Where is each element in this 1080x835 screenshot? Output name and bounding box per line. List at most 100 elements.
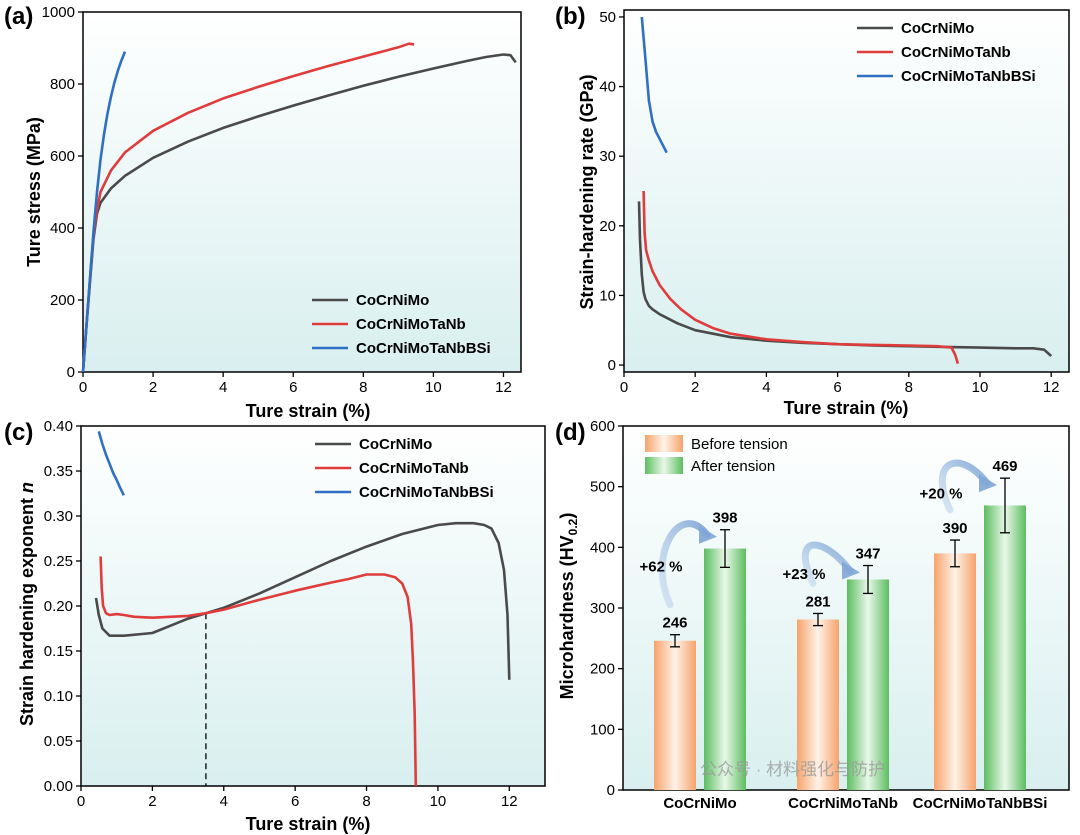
panel-c-xtick-label: 10 [430,793,447,810]
panel-d-ylabel-sub: 0.2 [566,518,580,535]
panel-d-category-label-1: CoCrNiMoTaNb [788,795,898,812]
panel-a-ylabel: Ture stress (MPa) [24,117,44,267]
panel-d-increase-arrowhead [979,474,997,493]
panel-b-xtick-label: 10 [972,379,989,396]
panel-c-xtick-label: 4 [220,793,228,810]
panel-b-plot-bg [624,10,1069,372]
panel-d-legend-swatch-0 [645,435,683,452]
panel-c-ylabel-n: n [17,482,37,493]
panel-c-ytick-label: 0.15 [44,643,73,660]
panel-d-ylabel: Microhardness (HV0.2) [557,513,580,700]
panel-b-ytick-label: 20 [599,218,616,235]
panel-a-plot-frame [82,11,522,373]
panel-d-legend-swatch-1 [645,457,683,474]
panel-a-legend-label-0: CoCrNiMo [356,292,429,309]
panel-d-ylabel-close: ) [557,513,577,519]
panel-a-ytick-label: 400 [50,220,75,237]
panel-a-xtick-label: 8 [359,379,367,396]
panel-a-ytick-label: 600 [50,148,75,165]
panel-a-ytick-label: 800 [50,76,75,93]
panel-d-bar-1-0 [704,548,746,790]
panel-b-xtick-label: 2 [691,379,699,396]
panel-b-ytick-label: 0 [608,357,616,374]
panel-c-ytick-label: 0.35 [44,463,73,480]
panel-b-ytick-label: 50 [599,9,616,26]
panel-a-legend-label-2: CoCrNiMoTaNbBSi [356,340,491,357]
panel-d-legend-label-0: Before tension [691,436,788,453]
panel-c-ylabel: Strain hardening exponent n [17,482,37,726]
panel-d-ytick-label: 400 [590,539,615,556]
panel-d-increase-arrow [801,541,854,587]
panel-d-ytick-label: 500 [590,479,615,496]
panel-d-ytick-label: 0 [607,782,615,799]
panel-d-increase-arrow [938,459,991,514]
panel-a-xtick-label: 2 [149,379,157,396]
panel-c-ylabel-main: Strain hardening exponent [17,493,37,726]
panel-a-legend-label-1: CoCrNiMoTaNb [356,316,466,333]
panel-d-increase-label-2: +20 % [920,486,963,503]
panel-d-category-label-0: CoCrNiMo [663,795,736,812]
panel-c-legend-label-2: CoCrNiMoTaNbBSi [359,484,494,501]
panel-c-xtick-label: 12 [501,793,518,810]
panel-a-xtick-label: 4 [219,379,227,396]
panel-b-xtick-label: 6 [833,379,841,396]
panel-d-legend-label-1: After tension [691,458,775,475]
panel-d-increase-arrow [658,520,711,609]
panel-d-value-label: 281 [805,593,830,610]
panel-a-plot-bg [83,12,521,372]
panel-d-ytick-label: 100 [590,721,615,738]
panel-c-legend-label-1: CoCrNiMoTaNb [359,460,469,477]
panel-d-increase-label-1: +23 % [783,566,826,583]
panel-b-series-line-2 [640,16,668,154]
panel-b-xtick-label: 4 [762,379,770,396]
panel-c-xtick-label: 6 [291,793,299,810]
panel-d: 0 100 200 300 400 500 600 246 281 390 398 347 469 CoC… [590,418,1070,812]
panel-d-increase-arrowhead [842,561,860,580]
panel-b-ylabel: Strain-hardening rate (GPa) [577,74,597,309]
panel-b: 0 2 4 6 8 10 12 0 10 20 30 40 50 CoCrNiMo CoCrNiMoTaNb… [599,9,1070,396]
panel-b-ytick-label: 30 [599,148,616,165]
panel-c-series-line-0 [94,521,511,680]
panel-a-xlabel: Ture strain (%) [246,401,371,421]
panel-a-xtick-label: 0 [79,379,87,396]
panel-b-legend-label-1: CoCrNiMoTaNb [901,44,1011,61]
panel-d-category-label-2: CoCrNiMoTaNbBSi [913,795,1048,812]
panel-c-series-line-2 [97,431,125,496]
panel-a: 0 2 4 6 8 10 12 0 200 400 600 800 1000 CoCrNiMo CoCrNi… [42,4,522,396]
panel-c-xtick-label: 2 [148,793,156,810]
panel-a-xtick-label: 12 [495,379,512,396]
panel-d-ytick-label: 200 [590,661,615,678]
panel-a-xtick-label: 6 [289,379,297,396]
panel-d-ylabel-main: Microhardness (HV [557,535,577,699]
panel-c-xtick-label: 8 [362,793,370,810]
panel-d-value-label: 469 [992,458,1017,475]
panel-c-xtick-label: 0 [77,793,85,810]
panel-c-plot-bg [81,426,545,786]
panel-b-series-line-0 [637,201,1053,357]
panel-b-label: (b) [555,3,586,30]
panel-c-ytick-label: 0.40 [44,418,73,435]
panel-b-xtick-label: 0 [620,379,628,396]
panel-b-xlabel: Ture strain (%) [784,398,909,418]
panel-d-ytick-label: 300 [590,600,615,617]
panel-a-label: (a) [4,3,33,30]
panel-b-plot-frame [623,9,1070,373]
panel-b-xtick-label: 8 [905,379,913,396]
panel-d-value-label: 398 [712,510,737,527]
panel-c-xlabel: Ture strain (%) [246,814,371,834]
panel-c-ytick-label: 0.10 [44,688,73,705]
panel-d-bar-0-1 [797,619,839,790]
panel-b-legend-label-0: CoCrNiMo [901,20,974,37]
panel-d-ytick-label: 600 [590,418,615,435]
panel-b-xtick-label: 12 [1043,379,1060,396]
panel-d-bar-0-2 [934,553,976,790]
panel-c: 0 2 4 6 8 10 12 0.00 0.05 0.10 0.15 0.20 0.25 0.30 0.3… [44,418,546,810]
panel-a-series-line-2 [81,51,127,373]
panel-c-label: (c) [4,419,33,446]
panel-c-series-line-1 [99,556,418,787]
panel-d-bar-1-1 [847,579,889,790]
panel-b-ytick-label: 40 [599,79,616,96]
panel-b-legend-label-2: CoCrNiMoTaNbBSi [901,68,1036,85]
panel-c-ytick-label: 0.25 [44,553,73,570]
